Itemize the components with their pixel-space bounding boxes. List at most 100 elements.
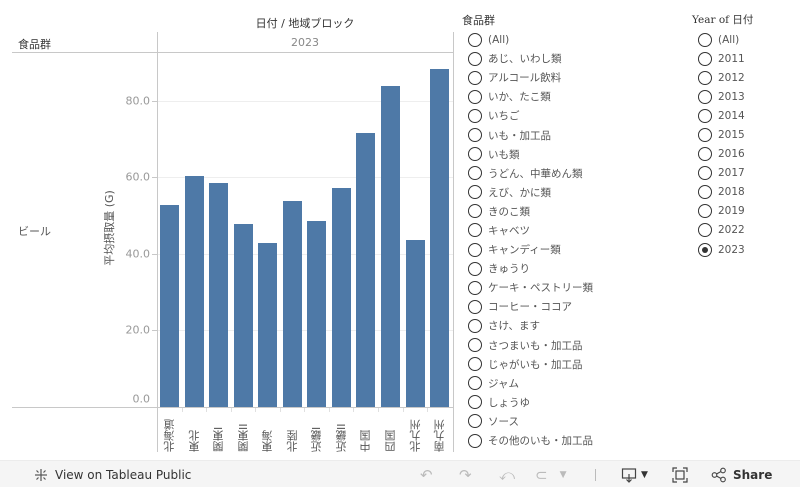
year-option[interactable]: 2015 (692, 125, 792, 144)
bar[interactable] (307, 221, 327, 407)
radio-button-icon[interactable] (468, 147, 482, 162)
option-label: じゃがいも・加工品 (488, 358, 583, 371)
radio-button-icon[interactable] (468, 185, 482, 200)
radio-button-icon[interactable] (698, 89, 712, 104)
download-button[interactable]: ▼ (621, 461, 648, 487)
food-group-option[interactable]: (All) (462, 30, 682, 49)
fullscreen-button[interactable] (672, 461, 688, 487)
radio-button-icon[interactable] (468, 223, 482, 238)
bar[interactable] (282, 201, 302, 407)
radio-button-icon[interactable] (698, 204, 712, 219)
revert-button[interactable]: ⤺ (499, 461, 515, 487)
radio-button-icon[interactable] (468, 261, 482, 276)
radio-button-icon[interactable] (698, 147, 712, 162)
radio-button-icon[interactable] (698, 185, 712, 200)
food-group-option[interactable]: アルコール飲料 (462, 68, 682, 87)
column-title: 日付 / 地域ブロック (255, 17, 355, 30)
bar[interactable] (233, 223, 253, 407)
x-tick-label: 東北 (187, 430, 201, 452)
download-icon (621, 467, 637, 483)
bar[interactable] (430, 69, 450, 407)
radio-button-icon[interactable] (468, 242, 482, 257)
radio-button-icon[interactable] (468, 128, 482, 143)
food-group-option[interactable]: きゅうり (462, 259, 682, 278)
bar[interactable] (331, 187, 351, 407)
radio-button-icon[interactable] (468, 433, 482, 448)
bar[interactable] (380, 86, 400, 407)
food-group-option[interactable]: うどん、中華めん類 (462, 164, 682, 183)
food-group-option[interactable]: キャベツ (462, 221, 682, 240)
year-option[interactable]: 2019 (692, 202, 792, 221)
year-option[interactable]: (All) (692, 30, 792, 49)
food-group-option[interactable]: いも類 (462, 145, 682, 164)
radio-button-icon[interactable] (468, 89, 482, 104)
food-group-option[interactable]: いも・加工品 (462, 125, 682, 144)
year-option[interactable]: 2023 (692, 240, 792, 259)
year-option[interactable]: 2012 (692, 68, 792, 87)
radio-button-icon[interactable] (468, 166, 482, 181)
food-group-option[interactable]: さけ、ます (462, 316, 682, 335)
year-option[interactable]: 2022 (692, 221, 792, 240)
radio-button-icon[interactable] (468, 108, 482, 123)
food-group-option[interactable]: ソース (462, 412, 682, 431)
radio-button-icon[interactable] (468, 376, 482, 391)
year-option[interactable]: 2016 (692, 145, 792, 164)
radio-button-icon[interactable] (468, 357, 482, 372)
gridline (158, 100, 453, 102)
y-tick-label: 60.0 (125, 170, 151, 184)
year-option[interactable]: 2017 (692, 164, 792, 183)
radio-button-icon[interactable] (698, 108, 712, 123)
radio-button-icon[interactable] (468, 70, 482, 85)
bar[interactable] (209, 182, 229, 407)
food-group-option[interactable]: キャンディー類 (462, 240, 682, 259)
bar[interactable] (184, 176, 204, 407)
redo-button[interactable]: ↷ (459, 461, 472, 487)
y-tick-mark (152, 330, 157, 332)
bar[interactable] (160, 205, 179, 407)
radio-button-icon[interactable] (698, 32, 712, 47)
food-group-option[interactable]: じゃがいも・加工品 (462, 355, 682, 374)
food-group-option[interactable]: いか、たこ類 (462, 87, 682, 106)
food-group-option[interactable]: コーヒー・ココア (462, 297, 682, 316)
radio-button-icon[interactable] (698, 223, 712, 238)
radio-button-icon[interactable] (698, 242, 712, 257)
radio-button-icon[interactable] (468, 299, 482, 314)
food-group-option[interactable]: ジャム (462, 374, 682, 393)
food-group-option[interactable]: その他のいも・加工品 (462, 431, 682, 450)
y-tick-label: 20.0 (125, 323, 151, 337)
bar[interactable] (258, 243, 278, 407)
radio-button-icon[interactable] (698, 70, 712, 85)
radio-button-icon[interactable] (468, 51, 482, 66)
food-group-option[interactable]: さつまいも・加工品 (462, 336, 682, 355)
radio-button-icon[interactable] (698, 128, 712, 143)
option-label: いも類 (488, 148, 520, 161)
bar[interactable] (405, 240, 425, 407)
radio-button-icon[interactable] (698, 166, 712, 181)
radio-button-icon[interactable] (468, 318, 482, 333)
food-group-option[interactable]: あじ、いわし類 (462, 49, 682, 68)
year-option[interactable]: 2014 (692, 106, 792, 125)
bar[interactable] (356, 133, 376, 407)
radio-button-icon[interactable] (468, 204, 482, 219)
food-group-option[interactable]: いちご (462, 106, 682, 125)
undo-button[interactable]: ↶ (420, 461, 433, 487)
refresh-button[interactable]: ⊂ ▼ (535, 461, 567, 487)
radio-button-icon[interactable] (468, 395, 482, 410)
view-on-tableau-link[interactable]: View on Tableau Public (33, 461, 191, 487)
year-option[interactable]: 2013 (692, 87, 792, 106)
fullscreen-icon (672, 466, 688, 483)
share-button[interactable]: Share (711, 461, 772, 487)
food-group-option[interactable]: えび、かに類 (462, 183, 682, 202)
food-group-option[interactable]: ケーキ・ペストリー類 (462, 278, 682, 297)
radio-button-icon[interactable] (468, 280, 482, 295)
food-group-option[interactable]: きのこ類 (462, 202, 682, 221)
radio-button-icon[interactable] (468, 338, 482, 353)
option-label: きのこ類 (488, 205, 530, 218)
radio-button-icon[interactable] (698, 51, 712, 66)
year-option[interactable]: 2018 (692, 183, 792, 202)
food-group-option[interactable]: しょうゆ (462, 393, 682, 412)
year-option[interactable]: 2011 (692, 49, 792, 68)
radio-button-icon[interactable] (468, 414, 482, 429)
gridline (158, 253, 453, 255)
radio-button-icon[interactable] (468, 32, 482, 47)
